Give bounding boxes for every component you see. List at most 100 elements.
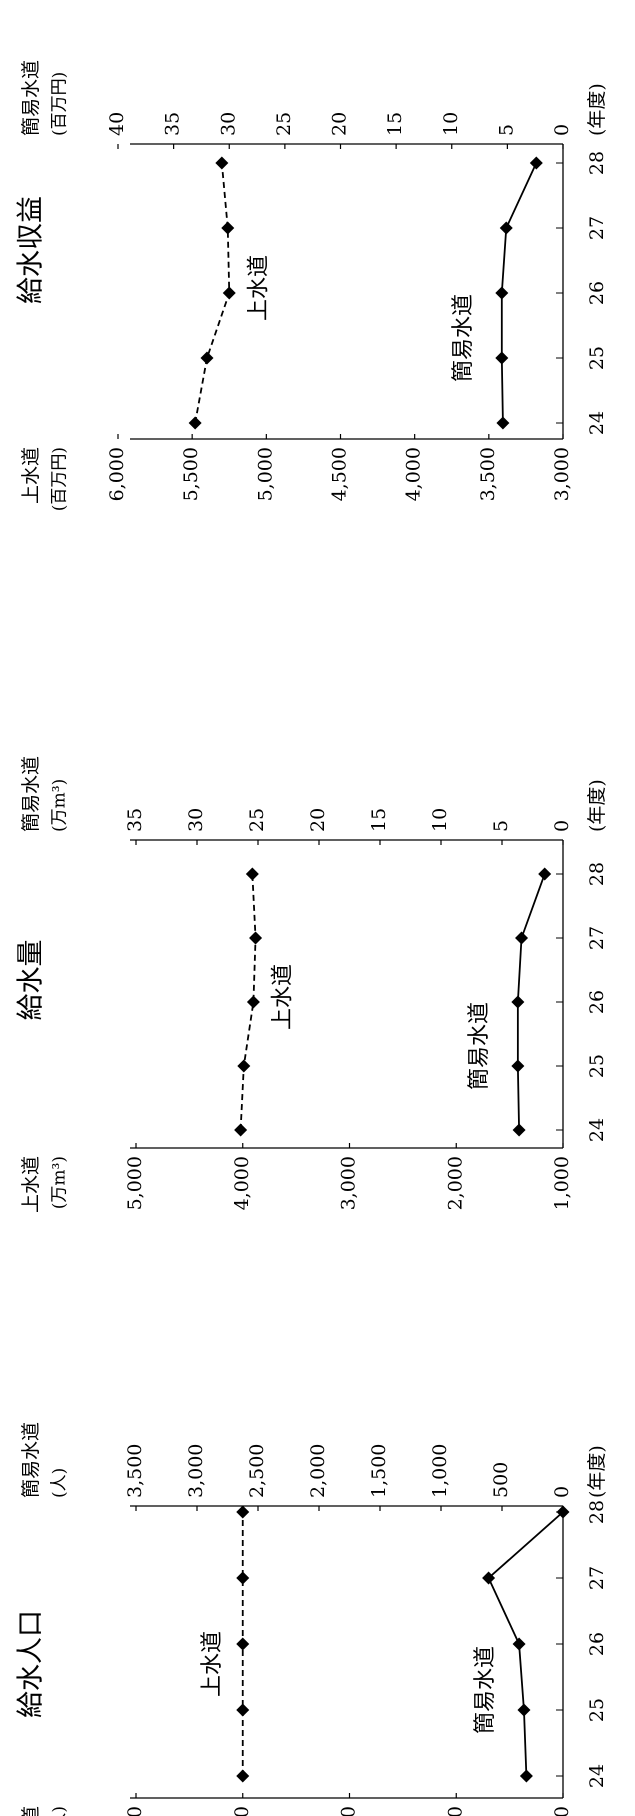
right-tick-label: 1,500 (368, 1444, 390, 1498)
left-tick-label: 300 (444, 1806, 466, 1816)
chart-panel-1: 給水人口 280 300 320 340 360 0 500 1,000 1,500 2,000 2,… (16, 1422, 609, 1816)
left-tick-label: 6,000 (106, 447, 128, 501)
x-tick-label: 27 (586, 1566, 608, 1590)
data-point (495, 286, 509, 300)
data-point (234, 1123, 248, 1137)
data-point (246, 995, 260, 1009)
left-axis-label: 上水道 (20, 1156, 42, 1213)
series-label: 上水道 (246, 255, 271, 321)
right-tick-label: 10 (429, 808, 451, 832)
series-label: 簡易水道 (473, 1646, 498, 1734)
data-point (512, 1123, 526, 1137)
right-axis-label: 簡易水道 (20, 756, 42, 832)
series-line-kanisuido (487, 1511, 564, 1777)
left-axis-unit: (千人) (50, 1806, 70, 1816)
x-tick-label: 28 (586, 151, 608, 175)
right-tick-label: 3,000 (185, 1444, 207, 1498)
left-axis-unit: (百万円) (50, 447, 70, 511)
chart-panel-3: 給水収益 3,000 3,500 4,000 4,500 5,000 5,500 6,000 0… (16, 60, 609, 511)
left-tick-label: 5,000 (124, 1156, 146, 1210)
right-tick-label: 20 (329, 112, 351, 136)
right-axis-unit: (人) (50, 1468, 70, 1498)
right-tick-label: 15 (384, 112, 406, 136)
x-tick-label: 24 (586, 1118, 608, 1142)
right-tick-label: 500 (490, 1462, 512, 1498)
data-point (236, 1571, 250, 1585)
left-axis-unit: (万m³) (50, 1156, 70, 1209)
data-point (249, 931, 263, 945)
right-tick-label: 0 (551, 1486, 573, 1498)
right-tick-label: 25 (273, 112, 295, 136)
data-point (529, 156, 543, 170)
right-tick-label: 35 (162, 112, 184, 136)
x-tick-label: 28 (586, 862, 608, 886)
right-tick-label: 25 (246, 808, 268, 832)
x-tick-label: 25 (586, 1054, 608, 1078)
data-point (511, 995, 525, 1009)
x-tick-label: 27 (586, 216, 608, 240)
left-tick-label: 320 (338, 1806, 360, 1816)
data-point (236, 1703, 250, 1717)
left-axis-label: 上水道 (20, 1806, 42, 1816)
right-tick-label: 10 (440, 112, 462, 136)
x-tick-label: 24 (586, 411, 608, 435)
data-point (515, 931, 529, 945)
chart-title: 給水収益 (16, 196, 47, 304)
right-tick-label: 15 (368, 808, 390, 832)
right-tick-label: 35 (124, 808, 146, 832)
right-tick-label: 30 (185, 808, 207, 832)
left-tick-label: 280 (551, 1806, 573, 1816)
right-tick-label: 0 (551, 820, 573, 832)
right-tick-label: 5 (490, 820, 512, 832)
x-axis-unit: (年度) (586, 83, 608, 136)
x-tick-label: 25 (586, 346, 608, 370)
left-tick-label: 3,500 (477, 447, 499, 501)
left-tick-label: 1,000 (551, 1156, 573, 1210)
x-axis-unit: (年度) (586, 779, 608, 832)
x-tick-label: 26 (586, 1632, 608, 1656)
chart-title: 給水人口 (16, 1610, 47, 1718)
data-point (512, 1637, 526, 1651)
data-point (245, 867, 259, 881)
left-tick-label: 4,000 (231, 1156, 253, 1210)
left-tick-label: 340 (231, 1806, 253, 1816)
series-line-josuido (239, 873, 257, 1131)
x-tick-label: 28 (586, 1500, 608, 1524)
right-tick-label: 40 (106, 112, 128, 136)
x-axis-unit: (年度) (586, 1445, 608, 1498)
chart-title: 給水量 (16, 940, 47, 1021)
data-point (236, 1769, 250, 1783)
left-tick-label: 3,000 (551, 447, 573, 501)
data-point (495, 351, 509, 365)
x-tick-label: 24 (586, 1764, 608, 1788)
right-tick-label: 2,500 (246, 1444, 268, 1498)
right-tick-label: 2,000 (307, 1444, 329, 1498)
data-point (511, 1059, 525, 1073)
data-point (517, 1703, 531, 1717)
data-point (222, 286, 236, 300)
data-point (236, 1505, 250, 1519)
series-label: 簡易水道 (467, 1002, 492, 1090)
right-tick-label: 20 (307, 808, 329, 832)
right-tick-label: 1,000 (429, 1444, 451, 1498)
data-point (237, 1059, 251, 1073)
right-axis-unit: (百万円) (50, 72, 70, 136)
series-label: 上水道 (270, 964, 295, 1030)
right-tick-label: 5 (495, 124, 517, 136)
right-tick-label: 3,500 (124, 1444, 146, 1498)
left-tick-label: 3,000 (338, 1156, 360, 1210)
x-tick-label: 27 (586, 926, 608, 950)
data-point (499, 221, 513, 235)
data-point (496, 416, 510, 430)
left-tick-label: 5,500 (180, 447, 202, 501)
data-point (519, 1769, 533, 1783)
right-axis-unit: (万m³) (50, 779, 70, 832)
x-tick-label: 26 (586, 990, 608, 1014)
left-axis-label: 上水道 (20, 447, 42, 504)
data-point (188, 416, 202, 430)
data-point (215, 156, 229, 170)
data-point (200, 351, 214, 365)
data-point (236, 1637, 250, 1651)
left-tick-label: 360 (124, 1806, 146, 1816)
